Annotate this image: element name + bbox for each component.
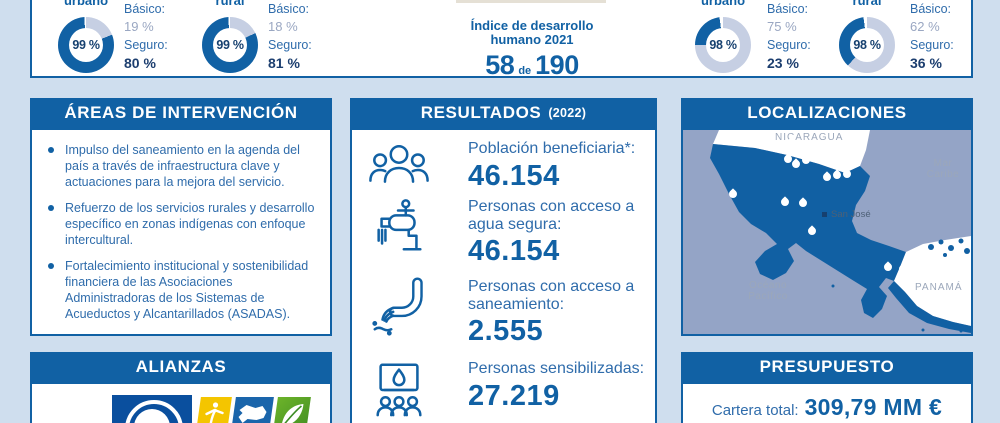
alianzas-panel xyxy=(30,382,332,423)
result-label: Personas con acceso a agua segura: xyxy=(468,198,635,233)
result-value: 46.154 xyxy=(468,235,560,267)
stat-group-label: rural xyxy=(215,0,245,8)
san-jose-label: San José xyxy=(831,209,871,220)
resultados-year: (2022) xyxy=(548,106,587,120)
nicaragua-label: NICARAGUA xyxy=(775,132,844,143)
person-figure-icon xyxy=(205,402,224,423)
blue-map-tile xyxy=(226,397,274,423)
donut-chart-agua-urbano: 99 % xyxy=(58,17,114,73)
areas-title: ÁREAS DE INTERVENCIÓN xyxy=(64,103,298,122)
donut-total: 98 % xyxy=(850,28,884,62)
mar-caribe-label: Mar Caribe xyxy=(926,158,960,180)
areas-header: ÁREAS DE INTERVENCIÓN xyxy=(30,98,332,128)
result-label: Población beneficiaria*: xyxy=(468,140,636,157)
basico-value: 62 % xyxy=(910,19,940,34)
presupuesto-title: PRESUPUESTO xyxy=(759,357,895,376)
areas-panel: Impulso del saneamiento en la agenda del… xyxy=(30,128,332,336)
resultados-panel: Población beneficiaria*: 46.154 Personas… xyxy=(350,128,657,423)
bullet-item: Impulso del saneamiento en la agenda del… xyxy=(46,142,320,190)
areas-bullet-list: Impulso del saneamiento en la agenda del… xyxy=(32,130,330,322)
cartera-label: Cartera total: xyxy=(711,402,799,419)
localizaciones-header: LOCALIZACIONES xyxy=(681,98,973,128)
alianzas-title: ALIANZAS xyxy=(135,357,227,376)
leaf-icon xyxy=(281,404,304,423)
basico-value: 75 % xyxy=(767,19,797,34)
presupuesto-header: PRESUPUESTO xyxy=(681,352,973,382)
people-group-icon xyxy=(368,138,430,200)
hdi-title-line2: humano 2021 xyxy=(490,32,574,47)
resultados-header: RESULTADOS (2022) xyxy=(350,98,657,128)
donut-total: 99 % xyxy=(69,28,103,62)
seguro-label: Seguro: xyxy=(767,38,811,52)
donut-total: 99 % xyxy=(213,28,247,62)
cartera-total-line: Cartera total: 309,79 MM € xyxy=(683,394,971,421)
logo-disc xyxy=(134,409,170,423)
water-tap-icon xyxy=(368,196,430,258)
basico-value: 18 % xyxy=(268,19,298,34)
resultados-title: RESULTADOS xyxy=(420,103,542,122)
result-label: Personas con acceso a saneamiento: xyxy=(468,278,635,313)
yellow-person-tile xyxy=(191,397,232,423)
basico-label: Básico: xyxy=(910,2,951,16)
seguro-value: 36 % xyxy=(910,55,942,71)
san-jose-marker: San José xyxy=(822,209,871,220)
basico-value: 19 % xyxy=(124,19,154,34)
panama-label: PANAMÁ xyxy=(915,282,963,293)
seguro-label: Seguro: xyxy=(910,38,954,52)
donut-chart-agua-rural: 99 % xyxy=(202,17,258,73)
result-label: Personas sensibilizadas: xyxy=(468,360,645,377)
donut-total: 98 % xyxy=(706,28,740,62)
cropped-text-fragment xyxy=(456,0,606,3)
green-leaf-tile xyxy=(268,397,311,423)
basico-label: Básico: xyxy=(124,2,165,16)
hdi-total: 190 xyxy=(535,50,579,80)
seguro-value: 23 % xyxy=(767,55,799,71)
hdi-title-line1: Índice de desarrollo xyxy=(470,18,594,33)
city-square-icon xyxy=(822,212,827,217)
oceano-pacifico-label: Océano Pacífico xyxy=(748,280,788,302)
hdi-de: de xyxy=(518,65,532,77)
human-development-index: Índice de desarrollo humano 2021 58 de 1… xyxy=(412,0,652,81)
stat-group-label: rural xyxy=(852,0,882,8)
stat-group-label: urbano xyxy=(700,0,746,8)
localizaciones-title: LOCALIZACIONES xyxy=(747,103,907,122)
bullet-item: Refuerzo de los servicios rurales y desa… xyxy=(46,200,320,248)
seguro-value: 80 % xyxy=(124,55,156,71)
donut-chart-saneamiento-urbano: 98 % xyxy=(695,17,751,73)
donut-chart-saneamiento-rural: 98 % xyxy=(839,17,895,73)
seguro-label: Seguro: xyxy=(124,38,168,52)
seguro-label: Seguro: xyxy=(268,38,312,52)
training-board-icon xyxy=(368,358,430,420)
presupuesto-panel: Cartera total: 309,79 MM € xyxy=(681,382,973,423)
hdi-rank-value: 58 xyxy=(485,50,515,80)
result-value: 46.154 xyxy=(468,159,560,192)
costa-rica-map: NICARAGUA Mar Caribe Océano Pacífico PAN… xyxy=(681,128,973,336)
costa-rica-shape-icon xyxy=(238,405,267,423)
bullet-item: Fortalecimiento institucional y sostenib… xyxy=(46,258,320,322)
cartera-value: 309,79 MM € xyxy=(804,394,943,420)
result-value: 27.219 xyxy=(468,379,560,412)
sanitation-pipe-icon xyxy=(368,276,430,338)
stat-group-label: urbano xyxy=(63,0,109,8)
top-statistics-band: urbano rural urbano rural 99 % Básico: 1… xyxy=(30,0,973,81)
basico-label: Básico: xyxy=(268,2,309,16)
result-value: 2.555 xyxy=(468,315,544,347)
seguro-value: 81 % xyxy=(268,55,300,71)
hdi-rank: 58 de 190 xyxy=(412,50,652,81)
alianzas-header: ALIANZAS xyxy=(30,352,332,382)
blue-circle-emblem-logo xyxy=(112,395,192,423)
basico-label: Básico: xyxy=(767,2,808,16)
